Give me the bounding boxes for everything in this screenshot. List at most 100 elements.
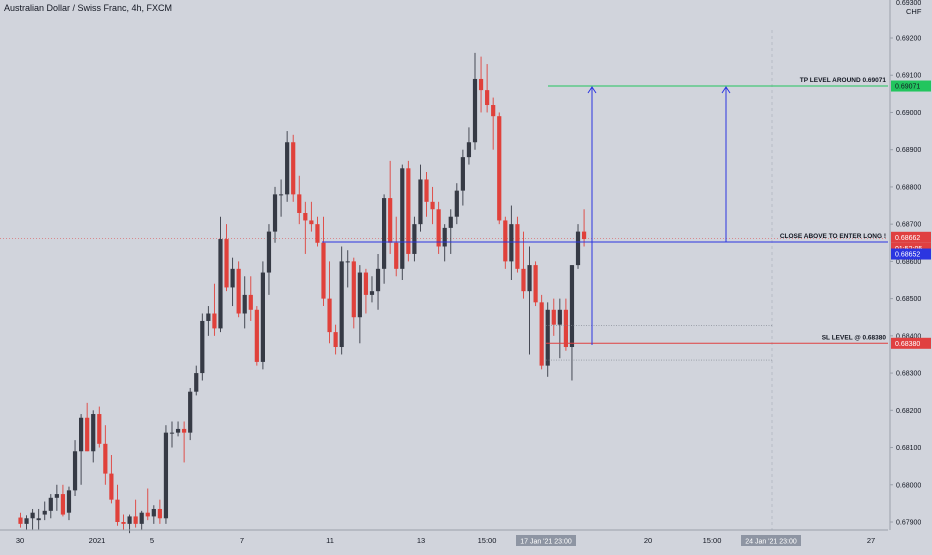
candle bbox=[345, 250, 350, 288]
candle bbox=[157, 499, 162, 524]
candle bbox=[539, 294, 544, 370]
countdown-tag-box bbox=[891, 242, 931, 254]
sl-level-label: SL LEVEL @ 0.68380 bbox=[822, 334, 887, 341]
price-tick-label: 0.68400 bbox=[896, 333, 921, 340]
time-tick-label: 2021 bbox=[89, 536, 106, 545]
candle-body bbox=[472, 78, 478, 143]
candle bbox=[145, 488, 150, 521]
candle bbox=[297, 175, 302, 225]
candle bbox=[509, 205, 514, 280]
candle bbox=[400, 164, 405, 280]
candle-body bbox=[363, 272, 369, 295]
candle bbox=[115, 484, 120, 526]
candle bbox=[333, 324, 338, 355]
sl-price-tag: 0.68380 bbox=[895, 341, 920, 348]
candle-body bbox=[254, 309, 259, 362]
candle bbox=[200, 313, 205, 381]
candle bbox=[491, 97, 496, 150]
candle-body bbox=[394, 242, 399, 269]
candle-body bbox=[430, 201, 435, 210]
candle-body bbox=[91, 414, 96, 452]
candle-body bbox=[485, 90, 490, 106]
candle-body bbox=[333, 332, 338, 348]
candle bbox=[309, 201, 314, 232]
candle bbox=[375, 253, 381, 310]
candle bbox=[285, 131, 290, 202]
candle-body bbox=[278, 194, 284, 196]
candle-body bbox=[139, 512, 144, 524]
candle-body bbox=[285, 142, 290, 195]
candle bbox=[60, 484, 66, 517]
candle bbox=[85, 402, 90, 452]
candle bbox=[163, 425, 169, 524]
candle-body bbox=[551, 309, 556, 325]
candle bbox=[182, 421, 187, 463]
candle-body bbox=[375, 268, 381, 292]
candle bbox=[460, 149, 465, 206]
candle-body bbox=[400, 168, 405, 269]
candle-body bbox=[36, 518, 41, 521]
crosshair-date-box bbox=[741, 535, 801, 546]
candle-body bbox=[212, 313, 217, 329]
price-tick-label: 0.67900 bbox=[896, 520, 921, 527]
candle bbox=[242, 276, 247, 329]
candle-body bbox=[115, 499, 120, 522]
candle-body bbox=[163, 432, 169, 519]
candle bbox=[79, 414, 84, 485]
candle bbox=[418, 164, 423, 232]
price-tick-label: 0.69300 bbox=[896, 0, 921, 7]
candle-body bbox=[388, 198, 393, 243]
candle bbox=[133, 499, 138, 528]
candle-body bbox=[182, 428, 187, 433]
time-tick-label: 5 bbox=[150, 536, 154, 545]
candle-body bbox=[42, 510, 47, 515]
candle-body bbox=[509, 224, 514, 262]
candle bbox=[478, 56, 484, 113]
candle-body bbox=[230, 268, 235, 288]
target-arrowhead bbox=[721, 86, 731, 94]
time-tick-label: 27 bbox=[867, 536, 875, 545]
candle bbox=[24, 515, 29, 530]
candle-body bbox=[291, 142, 296, 195]
candle bbox=[369, 276, 375, 303]
candle bbox=[448, 209, 453, 254]
entry-level-label: CLOSE ABOVE TO ENTER LONG ! bbox=[780, 233, 886, 240]
time-tick-label: 15:00 bbox=[478, 536, 497, 545]
currency-label: CHF bbox=[906, 7, 922, 16]
candle bbox=[363, 268, 369, 314]
candle bbox=[424, 172, 429, 217]
candle bbox=[351, 257, 356, 329]
grid bbox=[0, 30, 888, 530]
candle bbox=[260, 261, 265, 370]
candle-body bbox=[515, 224, 520, 269]
candle-body bbox=[266, 231, 272, 273]
candle bbox=[303, 201, 308, 254]
candle-body bbox=[563, 309, 568, 348]
candle bbox=[188, 387, 193, 441]
candle-body bbox=[188, 391, 193, 433]
entry-price-tag-box bbox=[891, 248, 931, 260]
candle-body bbox=[103, 443, 108, 474]
entry-price-tag: 0.68652 bbox=[895, 252, 920, 259]
candle-body bbox=[569, 265, 575, 348]
candle-body bbox=[539, 302, 544, 366]
candle bbox=[54, 484, 59, 511]
candle bbox=[551, 298, 556, 336]
price-tick-label: 0.68800 bbox=[896, 184, 921, 191]
candle-body bbox=[248, 294, 253, 310]
candle-body bbox=[175, 428, 181, 433]
candle bbox=[436, 201, 441, 254]
target-arrowhead bbox=[587, 86, 597, 94]
candle bbox=[321, 216, 326, 307]
crosshair-date-label: 17 Jan '21 23:00 bbox=[520, 539, 572, 546]
current-price-tag: 0.68662 bbox=[895, 235, 920, 242]
candle bbox=[30, 508, 35, 530]
crosshair-date-box bbox=[516, 535, 576, 546]
price-axis-bg bbox=[890, 0, 932, 550]
candle bbox=[515, 216, 520, 273]
candle-body bbox=[478, 78, 484, 91]
candle bbox=[278, 179, 284, 217]
price-tick-label: 0.68100 bbox=[896, 445, 921, 452]
price-tick-label: 0.68200 bbox=[896, 408, 921, 415]
